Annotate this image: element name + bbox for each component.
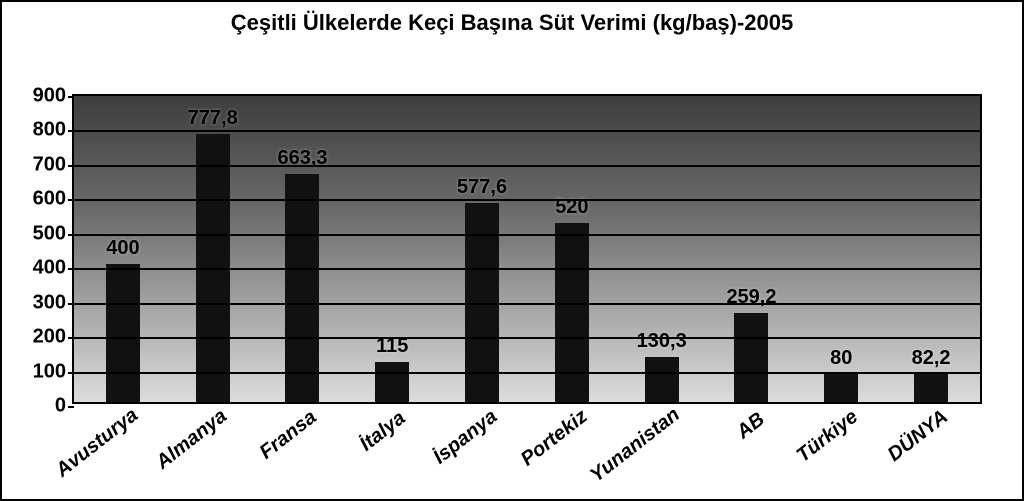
y-tick-mark — [68, 96, 74, 98]
y-tick-label: 500 — [33, 222, 66, 245]
x-label-slot: Yunanistan — [617, 404, 707, 494]
grid-line — [74, 130, 980, 132]
grid-line — [74, 303, 980, 305]
bar — [824, 374, 858, 402]
x-label-slot: Türkiye — [798, 404, 888, 494]
y-tick-label: 800 — [33, 119, 66, 142]
bar-value-label: 400 — [106, 237, 139, 260]
y-tick-label: 900 — [33, 85, 66, 108]
x-axis-label: DÜNYA — [884, 406, 953, 467]
bar — [375, 362, 409, 402]
grid-line — [74, 165, 980, 167]
x-label-slot: İspanya — [437, 404, 527, 494]
x-label-slot: Avusturya — [76, 404, 166, 494]
bar — [734, 313, 768, 402]
bar-slot: 520 — [527, 223, 617, 402]
y-tick-mark — [68, 234, 74, 236]
bar-slot: 130,3 — [617, 357, 707, 402]
grid-line — [74, 199, 980, 201]
bar — [645, 357, 679, 402]
y-tick-label: 200 — [33, 326, 66, 349]
bar-slot: 80 — [796, 374, 886, 402]
y-tick-mark — [68, 268, 74, 270]
x-axis-label: AB — [732, 408, 769, 444]
plot-area: 400777,8663,3115577,6520130,3259,28082,2… — [72, 94, 982, 404]
y-tick-label: 300 — [33, 291, 66, 314]
bar-slot: 115 — [347, 362, 437, 402]
plot-area-wrap: 400777,8663,3115577,6520130,3259,28082,2… — [72, 94, 982, 404]
x-label-slot: İtalya — [347, 404, 437, 494]
x-axis-label: İtalya — [355, 407, 409, 457]
y-tick-mark — [68, 372, 74, 374]
y-tick-label: 100 — [33, 360, 66, 383]
y-tick-label: 400 — [33, 257, 66, 280]
y-tick-label: 600 — [33, 188, 66, 211]
x-axis-label: Fransa — [255, 406, 321, 465]
grid-line — [74, 234, 980, 236]
y-tick-mark — [68, 303, 74, 305]
x-axis-label: İspanya — [429, 405, 502, 469]
bar-slot: 663,3 — [258, 174, 348, 402]
x-label-slot: DÜNYA — [888, 404, 978, 494]
y-tick-mark — [68, 130, 74, 132]
y-tick-label: 700 — [33, 153, 66, 176]
x-axis-label: Türkiye — [792, 406, 862, 468]
grid-line — [74, 337, 980, 339]
chart-container: Çeşitli Ülkelerde Keçi Başına Süt Verimi… — [0, 0, 1024, 501]
grid-line — [74, 268, 980, 270]
grid-line — [74, 372, 980, 374]
bar — [285, 174, 319, 402]
x-axis-label: Portekiz — [517, 405, 592, 471]
x-axis-labels: AvusturyaAlmanyaFransa İtalya İspanyaPorte… — [72, 404, 982, 494]
bar-slot: 82,2 — [886, 374, 976, 402]
bar — [555, 223, 589, 402]
chart-title: Çeşitli Ülkelerde Keçi Başına Süt Verimi… — [2, 10, 1022, 36]
y-tick-mark — [68, 337, 74, 339]
y-tick-mark — [68, 165, 74, 167]
x-label-slot: Almanya — [166, 404, 256, 494]
bar-value-label: 80 — [830, 347, 852, 370]
bar-value-label: 777,8 — [188, 107, 238, 130]
bar-value-label: 130,3 — [637, 330, 687, 353]
x-label-slot: AB — [707, 404, 797, 494]
bar — [914, 374, 948, 402]
bars-group: 400777,8663,3115577,6520130,3259,28082,2 — [74, 96, 980, 402]
bar-slot: 259,2 — [707, 313, 797, 402]
bar-value-label: 259,2 — [726, 286, 776, 309]
bar-value-label: 577,6 — [457, 176, 507, 199]
y-tick-mark — [68, 199, 74, 201]
x-label-slot: Fransa — [256, 404, 346, 494]
bar-value-label: 82,2 — [912, 347, 951, 370]
bar — [106, 264, 140, 402]
y-tick-label: 0 — [55, 395, 66, 418]
bar-slot: 400 — [78, 264, 168, 402]
